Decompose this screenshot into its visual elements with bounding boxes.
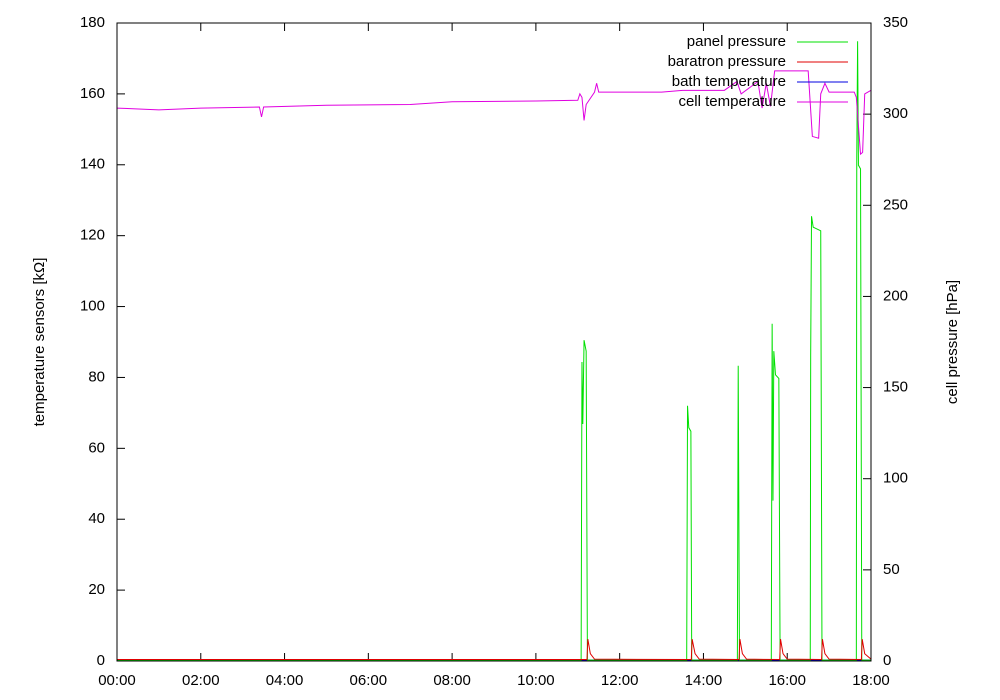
x-tick-label: 12:00 — [601, 672, 639, 689]
y-tick-label: 20 — [88, 581, 105, 598]
x-tick-label: 10:00 — [517, 672, 555, 689]
x-tick-label: 00:00 — [98, 672, 136, 689]
plot-frame — [116, 22, 872, 662]
y2-tick-label: 0 — [883, 652, 891, 669]
x-tick-label: 02:00 — [182, 672, 220, 689]
y2-axis-label: cell pressure [hPa] — [944, 280, 961, 404]
y-tick-label: 160 — [80, 85, 105, 102]
x-tick-label: 08:00 — [433, 672, 471, 689]
y2-tick-label: 200 — [883, 287, 908, 304]
y-tick-label: 120 — [80, 227, 105, 244]
legend-label: bath temperature — [672, 73, 786, 90]
y-tick-label: 40 — [88, 510, 105, 527]
x-tick-label: 14:00 — [685, 672, 723, 689]
y-tick-label: 0 — [97, 652, 105, 669]
x-tick-label: 18:00 — [852, 672, 890, 689]
series-line — [116, 70, 872, 156]
series-line — [117, 639, 872, 661]
y-tick-label: 180 — [80, 14, 105, 31]
y2-tick-label: 100 — [883, 470, 908, 487]
legend-label: baratron pressure — [668, 53, 786, 70]
y2-tick-label: 250 — [883, 196, 908, 213]
x-tick-label: 04:00 — [266, 672, 304, 689]
y2-tick-label: 50 — [883, 561, 900, 578]
y-tick-label: 80 — [88, 368, 105, 385]
legend-label: cell temperature — [678, 93, 786, 110]
y-tick-label: 140 — [80, 156, 105, 173]
legend-label: panel pressure — [687, 33, 786, 50]
y-axis-label: temperature sensors [kΩ] — [31, 258, 48, 427]
y2-tick-label: 350 — [883, 14, 908, 31]
y-tick-label: 60 — [88, 439, 105, 456]
y2-tick-label: 300 — [883, 105, 908, 122]
x-tick-label: 16:00 — [768, 672, 806, 689]
y2-tick-label: 150 — [883, 379, 908, 396]
series-line — [117, 41, 871, 661]
x-tick-label: 06:00 — [350, 672, 388, 689]
y-tick-label: 100 — [80, 298, 105, 315]
